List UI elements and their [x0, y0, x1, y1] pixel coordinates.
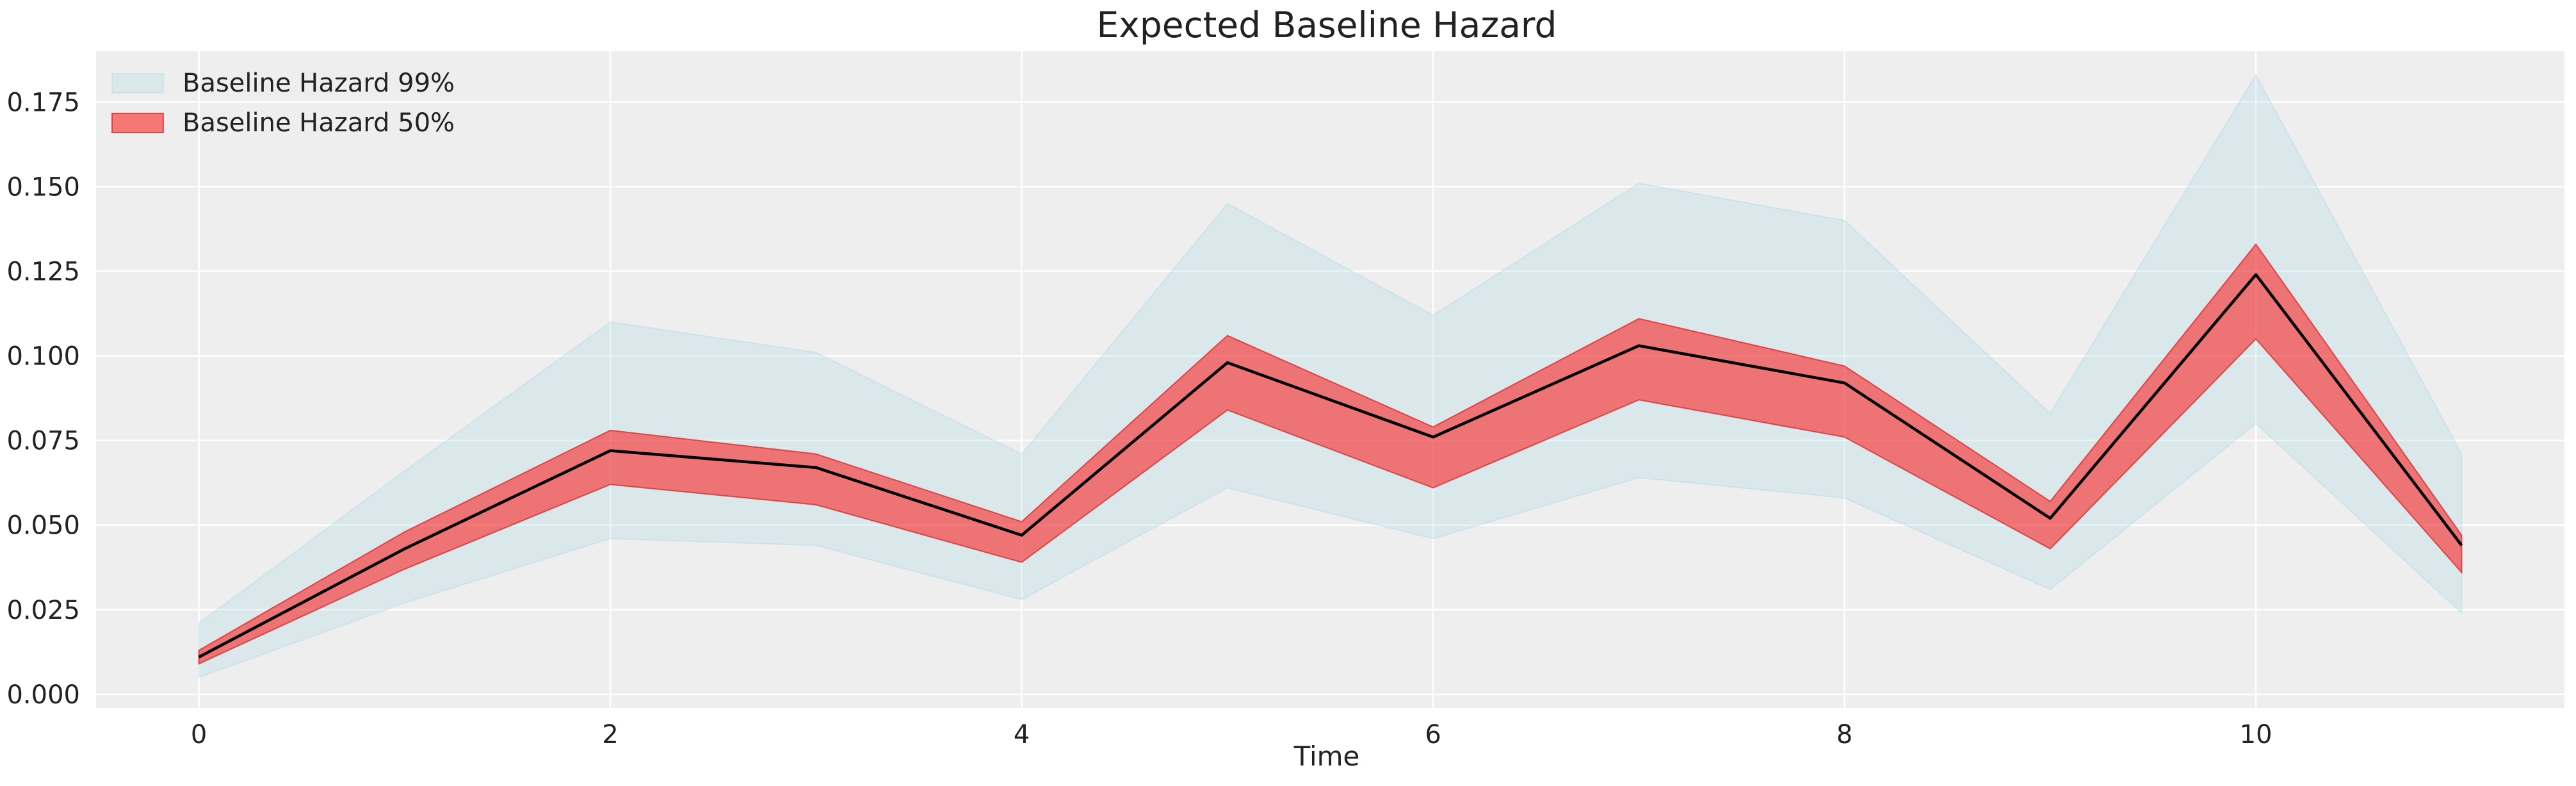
- y-tick-label: 0.000: [6, 680, 80, 710]
- x-axis-label: Time: [1293, 741, 1360, 772]
- y-tick-label: 0.175: [6, 88, 80, 117]
- x-tick-label: 10: [2240, 720, 2272, 749]
- y-tick-label: 0.075: [6, 427, 80, 456]
- legend-label: Baseline Hazard 99%: [182, 69, 455, 98]
- y-tick-label: 0.100: [6, 342, 80, 372]
- expected-hazard-line: [198, 273, 2463, 659]
- x-axis-ticks: 0 2 4 6 8 10: [191, 720, 2272, 749]
- y-tick-label: 0.025: [6, 596, 80, 625]
- legend: Baseline Hazard 99% Baseline Hazard 50%: [111, 69, 455, 138]
- x-tick-label: 2: [602, 720, 618, 749]
- y-axis-ticks: 0.000 0.025 0.050 0.075 0.100 0.125 0.150 0.175: [6, 88, 80, 710]
- y-tick-label: 0.125: [6, 257, 80, 286]
- series-lines: [198, 273, 2463, 659]
- legend-label: Baseline Hazard 50%: [182, 108, 455, 138]
- band-hdi-99: [198, 73, 2463, 678]
- y-tick-label: 0.150: [6, 172, 80, 202]
- chart-title: Expected Baseline Hazard: [1097, 4, 1557, 45]
- legend-swatch: [111, 73, 164, 94]
- x-tick-label: 8: [1836, 720, 1852, 749]
- x-tick-label: 0: [191, 720, 207, 749]
- x-tick-label: 6: [1425, 720, 1441, 749]
- x-tick-label: 4: [1014, 720, 1030, 749]
- y-tick-label: 0.050: [6, 511, 80, 541]
- legend-swatch: [111, 113, 164, 133]
